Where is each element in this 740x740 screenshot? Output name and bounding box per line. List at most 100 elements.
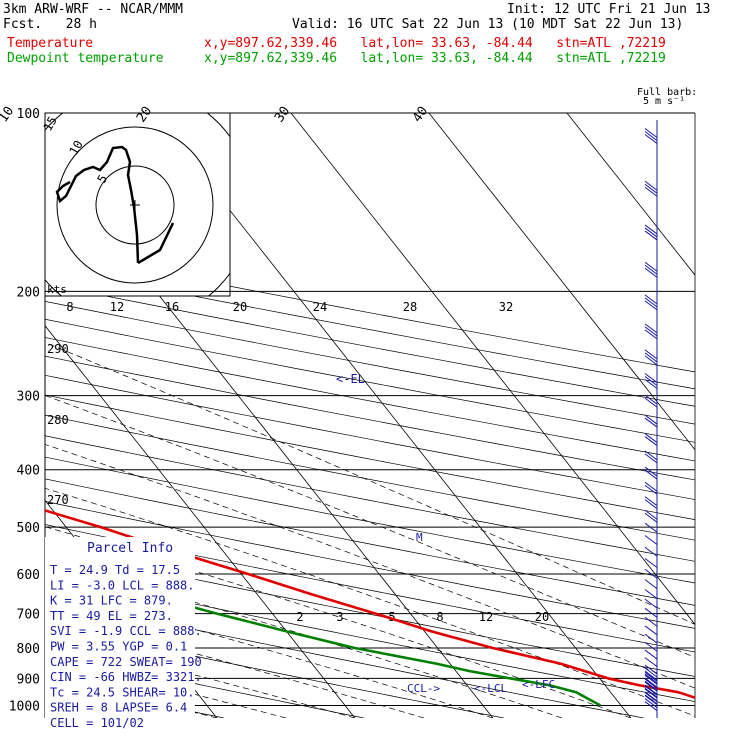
pressure-tick-label: 1000 xyxy=(9,699,40,714)
speed-tick-label: 8 xyxy=(66,300,73,314)
wind-barb xyxy=(644,469,658,480)
dry-adiabat-line xyxy=(45,318,695,443)
parcel-info-row: SVI = -1.9 CCL = 888. xyxy=(50,624,202,638)
wind-barb xyxy=(644,227,658,238)
wind-barb xyxy=(644,589,658,599)
wind-barb xyxy=(644,678,658,689)
parcel-info-row: Tc = 24.5 SHEAR= 10. xyxy=(50,685,195,699)
wind-barb xyxy=(644,673,658,684)
wind-barb xyxy=(644,680,658,691)
wind-barb xyxy=(644,664,658,675)
parcel-info-row: PW = 3.55 YGP = 0.1 xyxy=(50,640,187,654)
dewpoint-legend: Dewpoint temperature xyxy=(7,51,164,66)
speed-tick-label: 16 xyxy=(165,300,179,314)
dewpoint-trace xyxy=(45,563,601,707)
parcel-info-box: Parcel Info T = 24.9 Td = 17.5LI = -3.0 L… xyxy=(45,537,202,730)
wind-barb xyxy=(644,379,658,389)
isotherm-line xyxy=(152,113,632,718)
isotherm-line xyxy=(566,113,695,276)
parcel-info-row: CELL = 101/02 xyxy=(50,716,144,730)
wind-barb xyxy=(644,667,658,678)
mixing-ratio-label: 20 xyxy=(535,610,549,624)
speed-tick-label: 12 xyxy=(110,300,124,314)
mixing-ratio-label: 5 xyxy=(388,610,395,624)
valid-time: Valid: 16 UTC Sat 22 Jun 13 (10 MDT Sat … xyxy=(292,17,684,32)
dry-adiabat-line xyxy=(45,301,695,425)
init-time: Init: 12 UTC Fri 21 Jun 13 xyxy=(507,2,711,17)
moist-adiabat-line xyxy=(45,487,695,717)
wind-barb xyxy=(644,230,658,241)
wind-barb xyxy=(644,349,658,360)
wind-barb xyxy=(644,568,658,579)
wind-barb xyxy=(644,535,658,545)
moist-adiabat-line xyxy=(45,636,355,718)
hodograph-ring xyxy=(95,165,175,245)
wind-barb xyxy=(644,264,658,275)
annotations: <-EL M CCL-> <-LCL <-LFC xyxy=(336,372,555,695)
temperature-tick-label: 10 xyxy=(0,104,17,125)
wind-barb xyxy=(644,186,658,197)
temperature-legend: Temperature xyxy=(7,36,94,51)
wind-barb xyxy=(644,134,658,144)
theta-label-left: 270 xyxy=(47,493,69,507)
wind-barb xyxy=(644,579,658,590)
parcel-info-row: LI = -3.0 LCL = 888. xyxy=(50,578,195,592)
isotherm-line xyxy=(428,113,695,451)
moist-adiabat-line xyxy=(45,613,424,718)
wind-barb xyxy=(644,657,658,668)
wind-barb xyxy=(644,701,658,711)
theta-label-left: 280 xyxy=(47,413,69,427)
dry-adiabat-line xyxy=(45,572,695,702)
mixing-ratio-label: 2 xyxy=(296,610,303,624)
dry-adiabat-line xyxy=(45,283,695,407)
wind-barb xyxy=(644,128,658,138)
wind-barb xyxy=(644,450,658,461)
wind-barb xyxy=(644,685,658,696)
wind-barb xyxy=(644,183,658,194)
hodograph-trace xyxy=(55,145,140,264)
speed-tick-label: 32 xyxy=(499,300,513,314)
model-title: 3km ARW-WRF -- NCAR/MMM xyxy=(3,2,184,17)
wind-barb xyxy=(644,294,658,305)
wind-barb xyxy=(644,641,658,652)
parcel-box-bg xyxy=(45,537,195,718)
wind-barb xyxy=(644,695,658,705)
wind-barb xyxy=(644,616,658,627)
dry-adiabat-line xyxy=(45,355,695,481)
wind-barb xyxy=(644,681,658,692)
dewpoint-location: x,y=897.62,339.46 lat,lon= 33.63, -84.44… xyxy=(204,51,666,66)
wind-barb xyxy=(644,180,658,191)
wind-barb xyxy=(644,607,658,618)
hodograph-unit-label: kts xyxy=(47,283,67,296)
wind-barb xyxy=(644,355,658,366)
dry-adiabat-line xyxy=(45,456,695,584)
moist-adiabat-line xyxy=(45,395,695,658)
dry-adiabat-line xyxy=(45,337,695,462)
pressure-tick-label: 400 xyxy=(17,464,40,479)
wind-barb xyxy=(644,558,658,568)
wind-barb xyxy=(644,625,658,636)
wind-barb xyxy=(644,649,658,660)
wind-barb xyxy=(644,453,658,464)
wind-barb xyxy=(644,522,658,533)
dry-adiabat-line xyxy=(45,624,504,718)
mixing-ratio-label: 8 xyxy=(436,610,443,624)
forecast-hour: Fcst. 28 h xyxy=(3,17,97,32)
dry-adiabat-line xyxy=(45,598,644,718)
wind-barb xyxy=(644,323,658,334)
hodograph-rings xyxy=(45,113,230,296)
pressure-tick-label: 600 xyxy=(17,568,40,583)
hodograph-ring-label: 10 xyxy=(66,138,85,158)
wind-barb xyxy=(644,670,658,681)
isotherm-line xyxy=(290,113,695,626)
wind-barb xyxy=(644,512,658,523)
wind-barb xyxy=(644,373,658,383)
background-lines xyxy=(45,113,695,718)
wind-barb xyxy=(644,674,658,685)
parcel-info-row: CIN = -66 HWBZ= 3321. xyxy=(50,670,202,684)
wind-barb xyxy=(644,417,658,428)
speed-tick-label: 24 xyxy=(313,300,327,314)
lfc-annotation: <-LFC xyxy=(522,678,555,691)
